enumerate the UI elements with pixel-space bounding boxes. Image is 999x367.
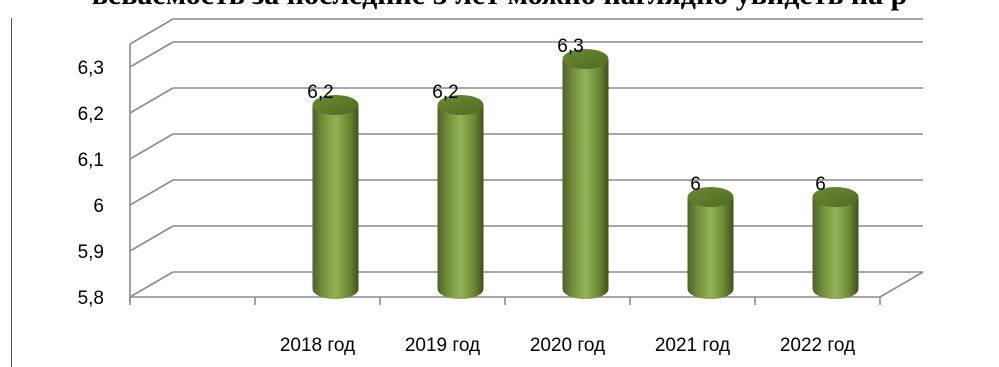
y-tick-label: 6 — [93, 196, 104, 217]
data-label: 6,2 — [307, 82, 333, 103]
data-label: 6 — [690, 174, 701, 195]
bar — [687, 187, 734, 299]
bars — [312, 49, 859, 299]
bar-body — [312, 105, 359, 299]
page-heading-fragment: веваемость за последние 5 лет можно нагл… — [0, 0, 999, 12]
bar-top — [562, 49, 609, 69]
x-category-label: 2019 год — [405, 335, 480, 356]
bar-body — [562, 59, 609, 299]
gridline-depth — [129, 133, 174, 160]
gridlines — [129, 18, 924, 298]
floor-edge — [879, 271, 924, 298]
x-category-label: 2018 год — [280, 335, 355, 356]
y-tick-label: 5,9 — [78, 242, 104, 263]
bar-top — [812, 187, 859, 207]
bar — [312, 95, 359, 299]
gridline-depth — [129, 179, 174, 206]
bar-top — [437, 95, 484, 115]
y-tick-label: 6,2 — [78, 104, 104, 125]
data-label: 6,3 — [557, 36, 583, 57]
gridline-depth — [129, 41, 174, 68]
bar-top — [312, 95, 359, 115]
gridline-depth — [129, 87, 174, 114]
y-tick-label: 6,3 — [78, 58, 104, 79]
bar-body — [437, 105, 484, 299]
gridline-depth — [129, 18, 174, 45]
labels: 5,8 5,9 6 6,1 6,2 6,3 2018 год 6,2 2019 год 6,2 20… — [78, 36, 856, 356]
x-category-label: 2021 год — [655, 335, 730, 356]
data-label: 6,2 — [432, 82, 458, 103]
data-label: 6 — [815, 174, 826, 195]
bar — [562, 49, 609, 299]
bar — [812, 187, 859, 299]
y-tick-label: 5,8 — [78, 288, 104, 309]
x-category-label: 2020 год — [530, 335, 605, 356]
bar — [437, 95, 484, 299]
axes — [129, 44, 881, 305]
page-margin-rule — [11, 18, 12, 367]
gridline-depth — [129, 271, 174, 298]
bar-top — [687, 187, 734, 207]
bar-body — [687, 197, 734, 299]
bar-body — [812, 197, 859, 299]
x-category-label: 2022 год — [780, 335, 855, 356]
y-tick-label: 6,1 — [78, 150, 104, 171]
gridline-depth — [129, 225, 174, 252]
